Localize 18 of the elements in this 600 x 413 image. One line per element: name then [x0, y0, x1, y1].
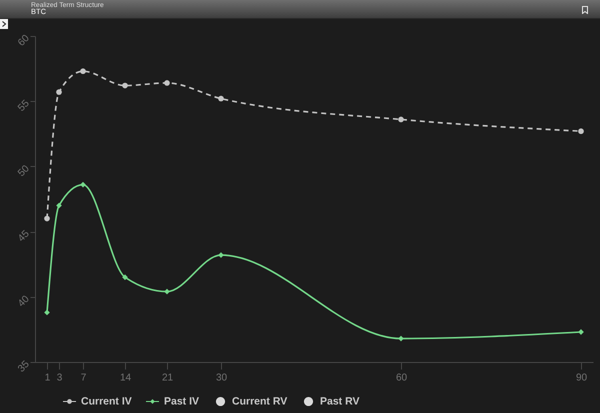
x-tick-label: 1 — [44, 372, 51, 384]
y-tick-label: 45 — [16, 228, 32, 244]
x-tick-label: 14 — [120, 372, 132, 384]
x-tick-label: 7 — [80, 372, 87, 384]
y-tick-label: 35 — [16, 358, 32, 375]
x-tick-label: 90 — [576, 372, 588, 384]
legend-label: Current RV — [232, 396, 288, 408]
x-tick-label: 60 — [396, 372, 408, 384]
y-tick-label: 40 — [16, 293, 32, 310]
legend-label: Past RV — [320, 396, 360, 408]
legend-label: Current IV — [81, 396, 132, 408]
x-tick-label: 21 — [162, 372, 174, 384]
x-tick-label: 3 — [56, 372, 63, 384]
y-tick-label: 50 — [16, 163, 32, 180]
legend-label: Past IV — [164, 396, 200, 408]
x-tick-label: 30 — [216, 372, 228, 384]
y-tick-label: 60 — [16, 32, 32, 49]
y-tick-label: 55 — [16, 98, 32, 114]
